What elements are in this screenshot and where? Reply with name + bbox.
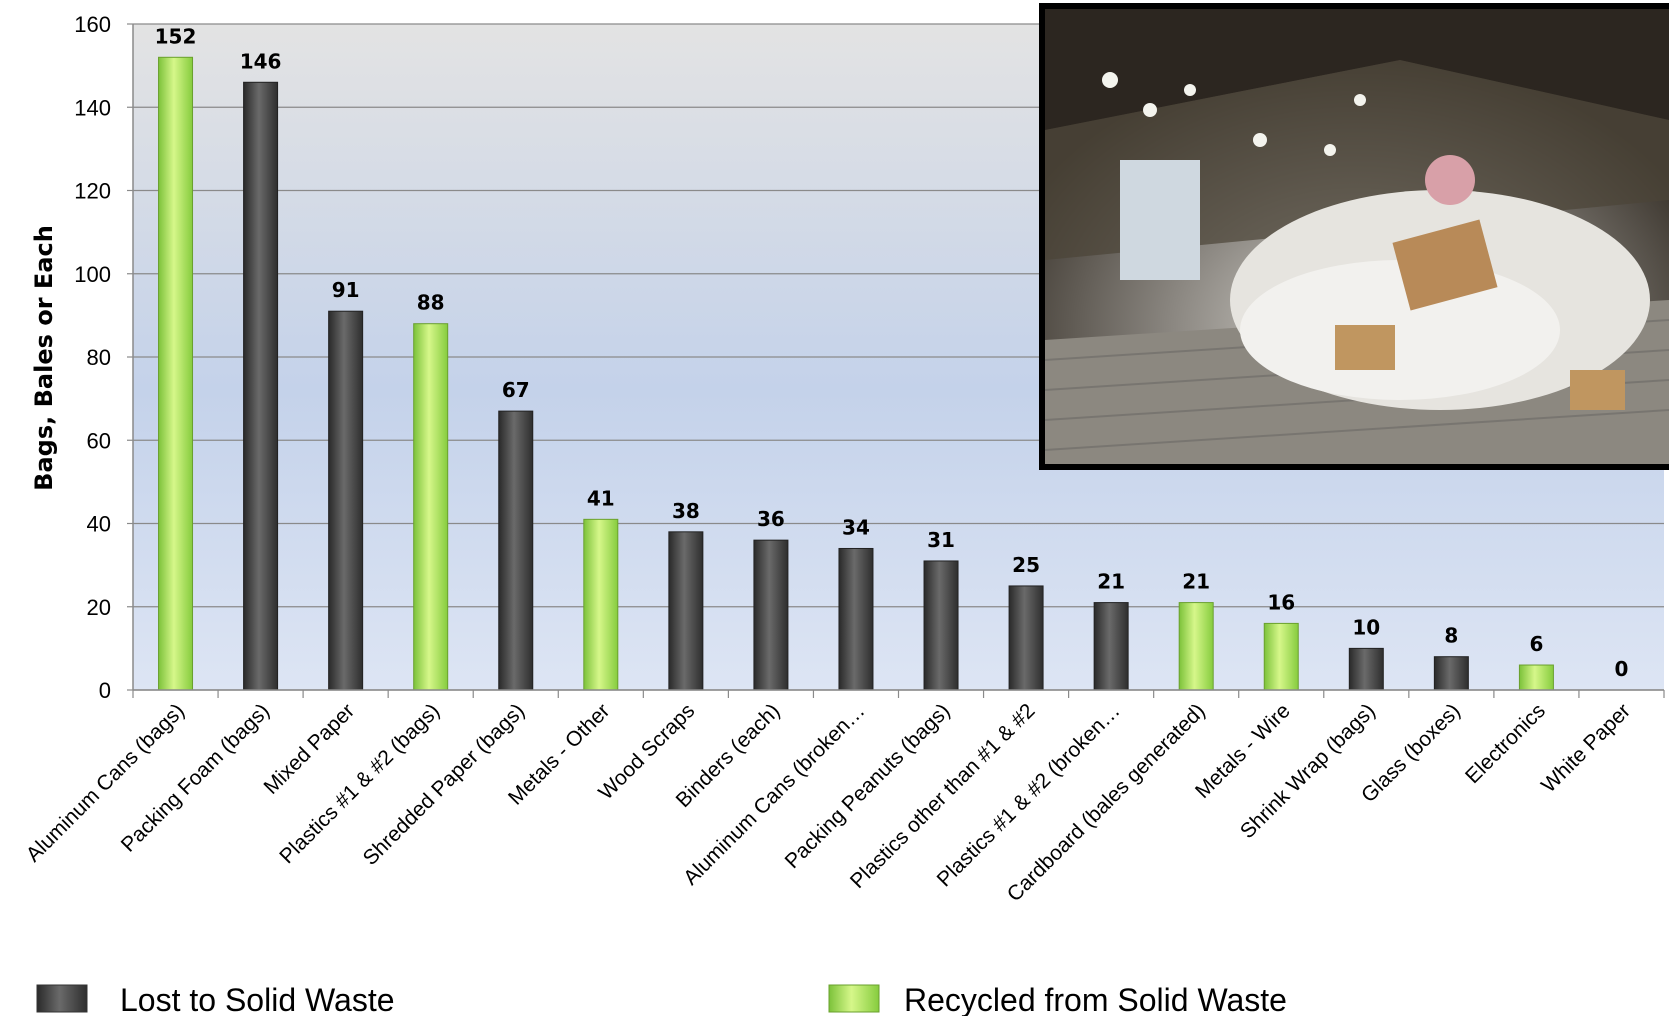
bar-lost [243, 81, 279, 691]
x-tick-label: Electronics [1461, 699, 1550, 788]
bar-recycled [158, 56, 194, 691]
legend-label-lost: Lost to Solid Waste [120, 982, 395, 1016]
y-tick-label: 20 [87, 595, 111, 620]
data-label: 21 [1182, 570, 1210, 594]
bar-recycled [1518, 664, 1554, 691]
axes [127, 23, 1665, 698]
legend-swatch-lost [36, 984, 88, 1013]
data-label: 0 [1615, 657, 1629, 681]
x-tick-label: Aluminum Cans (broken… [679, 699, 869, 889]
x-tick-label: Aluminum Cans (bags) [22, 699, 189, 866]
data-label: 25 [1012, 553, 1040, 577]
data-label: 31 [927, 528, 955, 552]
bar-lost [1433, 656, 1469, 691]
bar-recycled [1263, 622, 1299, 691]
data-labels: 152 146 91 88 67 41 38 36 34 31 25 21 21 16 10 8 6 0 [155, 24, 1629, 681]
data-label: 152 [155, 24, 197, 48]
x-tick-label: Packing Peanuts (bags) [781, 699, 955, 873]
bar-lost [1093, 602, 1129, 691]
x-tick-label: Packing Foam (bags) [117, 699, 274, 856]
x-tick-label: White Paper [1537, 699, 1635, 797]
bars [158, 56, 1554, 691]
bar-lost [1008, 585, 1044, 691]
recycling-facility-photo [1039, 3, 1669, 470]
bar-lost [838, 547, 874, 691]
x-tick-label: Plastics #1 & #2 (broken… [933, 699, 1125, 891]
legend-label-recycled: Recycled from Solid Waste [904, 982, 1287, 1016]
data-label: 10 [1352, 615, 1380, 639]
y-tick-label: 40 [87, 512, 111, 537]
bar-lost [753, 539, 789, 691]
bar-lost [923, 560, 959, 691]
bar-lost [498, 410, 534, 691]
y-axis-title: Bags, Bales or Each [30, 225, 58, 491]
y-tick-label: 140 [74, 95, 111, 120]
data-label: 41 [587, 486, 615, 510]
y-tick-label: 100 [74, 262, 111, 287]
bar-recycled [1178, 602, 1214, 691]
bar-recycled [583, 518, 619, 691]
y-tick-labels: 0 20 40 60 80 100 120 140 160 [74, 12, 111, 703]
x-tick-label: Shredded Paper (bags) [359, 699, 530, 870]
x-tick-label: Plastics #1 & #2 (bags) [275, 699, 444, 868]
data-label: 88 [417, 291, 445, 315]
bar-lost [1348, 647, 1384, 691]
data-label: 21 [1097, 570, 1125, 594]
data-label: 67 [502, 378, 530, 402]
data-label: 146 [240, 49, 282, 73]
legend-swatch-recycled [828, 984, 880, 1013]
y-tick-label: 80 [87, 345, 111, 370]
y-tick-label: 0 [99, 678, 111, 703]
data-label: 91 [332, 278, 360, 302]
bar-recycled [413, 323, 449, 691]
data-label: 6 [1529, 632, 1543, 656]
data-label: 34 [842, 515, 870, 539]
data-label: 38 [672, 499, 700, 523]
data-label: 8 [1444, 624, 1458, 648]
data-label: 16 [1267, 590, 1295, 614]
y-tick-label: 160 [74, 12, 111, 37]
y-tick-label: 120 [74, 179, 111, 204]
bar-lost [328, 310, 364, 691]
x-tick-labels: Aluminum Cans (bags)Packing Foam (bags)M… [22, 699, 1635, 906]
legend: Lost to Solid Waste Recycled from Solid … [36, 982, 1287, 1016]
bar-lost [668, 531, 704, 691]
y-tick-label: 60 [87, 428, 111, 453]
data-label: 36 [757, 507, 785, 531]
